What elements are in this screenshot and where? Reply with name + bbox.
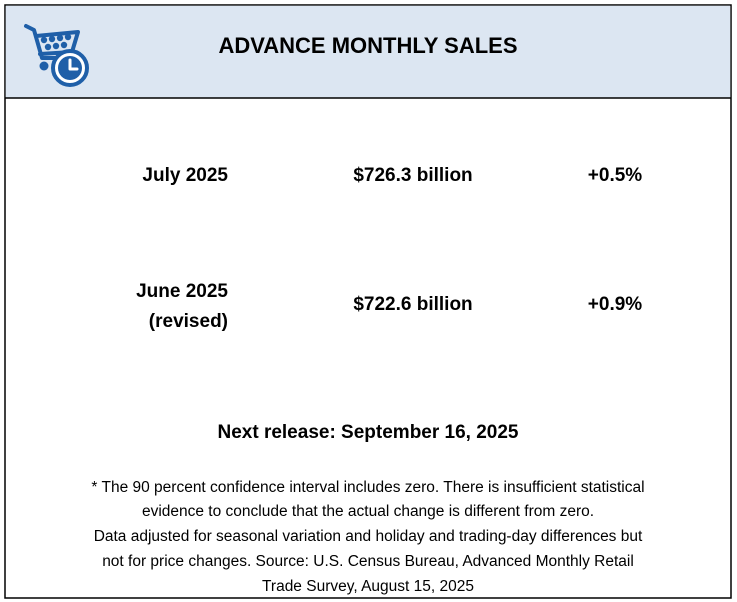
footnote-line: Data adjusted for seasonal variation and… bbox=[94, 528, 643, 545]
footnote-line: not for price changes. Source: U.S. Cens… bbox=[102, 553, 634, 570]
period: June 2025 bbox=[136, 281, 228, 302]
change: +0.5% bbox=[588, 165, 643, 186]
change: +0.9% bbox=[588, 294, 643, 315]
header-band bbox=[5, 5, 731, 98]
next-release: Next release: September 16, 2025 bbox=[217, 422, 518, 443]
footnote-line: Trade Survey, August 15, 2025 bbox=[262, 578, 474, 595]
footnote-line: * The 90 percent confidence interval inc… bbox=[91, 479, 644, 496]
period-note: (revised) bbox=[149, 311, 228, 332]
cart-clock-icon bbox=[24, 24, 89, 87]
frame bbox=[4, 4, 732, 599]
title: ADVANCE MONTHLY SALES bbox=[218, 33, 517, 58]
period: July 2025 bbox=[142, 165, 228, 186]
amount: $722.6 billion bbox=[353, 294, 472, 315]
amount: $726.3 billion bbox=[353, 165, 472, 186]
footnote-line: evidence to conclude that the actual cha… bbox=[142, 503, 594, 520]
